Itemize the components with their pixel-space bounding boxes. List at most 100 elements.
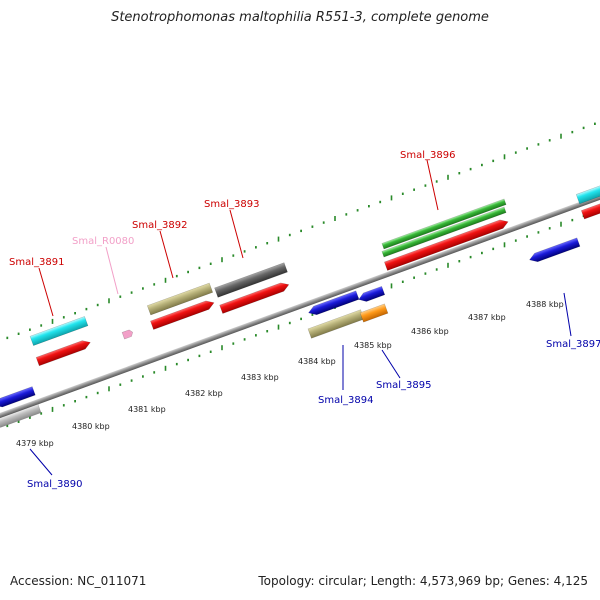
genome-summary-text: Topology: circular; Length: 4,573,969 bp…: [258, 574, 588, 588]
upper-minor-tick: [85, 307, 88, 311]
lower-minor-tick: [74, 400, 76, 403]
gene-label-smal-3897[interactable]: Smal_3897: [546, 339, 600, 350]
leader-smal-3891: [38, 267, 54, 317]
cds-smal-3896-red[interactable]: [384, 218, 509, 271]
cds-smal-3895-orange[interactable]: [359, 303, 389, 323]
upper-major-tick: [503, 154, 506, 160]
upper-major-tick: [560, 133, 562, 139]
lower-minor-tick: [435, 268, 438, 271]
lower-minor-tick: [17, 420, 20, 423]
lower-major-tick: [51, 406, 54, 412]
cds-smal-3894-blue[interactable]: [307, 290, 360, 317]
lower-minor-tick: [526, 235, 528, 238]
cds-smal-3893-grey[interactable]: [214, 262, 288, 298]
backbone-group: [0, 90, 600, 438]
upper-major-tick: [390, 195, 393, 201]
lower-minor-tick: [209, 350, 212, 353]
upper-major-tick: [108, 298, 110, 304]
upper-minor-tick: [29, 328, 31, 331]
upper-minor-tick: [187, 270, 189, 274]
gene-features: [0, 183, 600, 430]
upper-minor-tick: [537, 143, 540, 146]
cds-edge-red[interactable]: [580, 201, 600, 220]
lower-minor-tick: [469, 255, 472, 259]
lower-minor-tick: [300, 317, 302, 321]
upper-minor-tick: [17, 332, 20, 335]
rna-smal-r0080[interactable]: [121, 329, 134, 340]
upper-minor-tick: [469, 167, 472, 171]
lower-minor-tick: [96, 391, 99, 395]
gene-label-smal-3894[interactable]: Smal_3894: [318, 395, 373, 406]
page-title: Stenotrophomonas maltophilia R551-3, com…: [111, 10, 489, 25]
upper-minor-tick: [255, 246, 257, 249]
lower-minor-tick: [548, 227, 551, 230]
upper-minor-tick: [413, 188, 415, 191]
upper-minor-tick: [379, 200, 382, 204]
upper-minor-tick: [424, 184, 427, 187]
lower-major-tick: [447, 262, 449, 268]
upper-minor-tick: [300, 229, 302, 233]
lower-minor-tick: [255, 334, 257, 337]
lower-minor-tick: [514, 239, 517, 242]
lower-major-tick: [503, 242, 506, 248]
accession-text: Accession: NC_011071: [10, 574, 147, 588]
upper-minor-tick: [492, 159, 495, 163]
cds-smal-3892-olive[interactable]: [146, 282, 214, 316]
upper-minor-tick: [594, 122, 596, 125]
scale-label-4381: 4381 kbp: [128, 405, 166, 414]
cds-smal-3896-green-a[interactable]: [381, 198, 507, 250]
lower-minor-tick: [198, 354, 201, 358]
cds-smal-3891-red[interactable]: [35, 338, 92, 367]
gene-label-smal-r0080[interactable]: Smal_R0080: [72, 236, 134, 247]
gene-label-smal-3891[interactable]: Smal_3891: [9, 257, 64, 268]
cds-smal-3891-cyan[interactable]: [29, 316, 89, 346]
lower-minor-tick: [130, 379, 133, 382]
gene-label-smal-3890[interactable]: Smal_3890: [27, 479, 82, 490]
cds-smal-3890-blue[interactable]: [0, 386, 36, 410]
leader-smal-3896: [426, 159, 439, 211]
leader-smal-3897: [563, 292, 572, 337]
upper-minor-tick: [119, 295, 122, 298]
gene-label-smal-3895[interactable]: Smal_3895: [376, 380, 431, 391]
leader-smal-3893: [229, 209, 244, 259]
lower-minor-tick: [266, 330, 269, 333]
leader-smal-3890: [29, 448, 53, 476]
lower-major-tick: [221, 345, 223, 351]
upper-minor-tick: [62, 316, 65, 319]
scale-label-4386: 4386 kbp: [411, 327, 449, 336]
upper-tick-track: [6, 122, 596, 340]
cds-smal-3897-blue[interactable]: [528, 237, 581, 264]
lower-minor-tick: [458, 260, 461, 263]
upper-minor-tick: [311, 225, 314, 228]
lower-minor-tick: [311, 313, 314, 316]
gene-label-smal-3892[interactable]: Smal_3892: [132, 220, 187, 231]
scale-label-4384: 4384 kbp: [298, 357, 336, 366]
upper-minor-tick: [322, 221, 325, 224]
upper-minor-tick: [175, 274, 178, 278]
lower-minor-tick: [119, 383, 122, 386]
upper-major-tick: [277, 236, 280, 242]
upper-minor-tick: [209, 262, 212, 265]
lower-minor-tick: [413, 276, 415, 279]
upper-minor-tick: [526, 147, 528, 150]
lower-minor-tick: [243, 338, 246, 341]
upper-minor-tick: [345, 213, 348, 216]
gene-label-smal-3896[interactable]: Smal_3896: [400, 150, 455, 161]
gene-label-smal-3893[interactable]: Smal_3893: [204, 199, 259, 210]
lower-minor-tick: [153, 371, 156, 374]
cds-smal-3895-blue[interactable]: [357, 286, 386, 303]
upper-minor-tick: [74, 312, 76, 315]
leader-smal-3895: [381, 349, 401, 379]
scale-label-4379: 4379 kbp: [16, 439, 54, 448]
upper-minor-tick: [458, 172, 461, 175]
upper-minor-tick: [130, 291, 133, 294]
cds-smal-3893-red[interactable]: [219, 280, 291, 314]
upper-minor-tick: [571, 130, 574, 134]
lower-major-tick: [108, 386, 110, 392]
upper-major-tick: [447, 174, 449, 180]
cds-smal-3896-green-b[interactable]: [381, 206, 507, 258]
upper-minor-tick: [96, 303, 99, 307]
cds-smal-3892-red[interactable]: [150, 298, 215, 330]
scale-label-4383: 4383 kbp: [241, 373, 279, 382]
cds-smal-3890-grey[interactable]: [0, 403, 42, 430]
